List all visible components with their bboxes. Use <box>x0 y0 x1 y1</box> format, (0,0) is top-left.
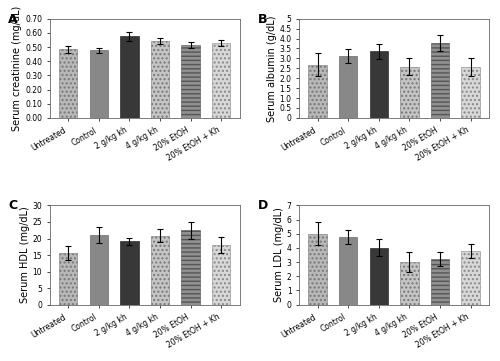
Bar <box>59 253 78 305</box>
Bar <box>182 45 200 118</box>
Bar <box>400 262 418 305</box>
Text: C: C <box>8 200 17 213</box>
Bar <box>339 236 357 305</box>
Bar <box>90 235 108 305</box>
Bar <box>212 43 231 118</box>
Text: D: D <box>258 200 268 213</box>
Bar <box>339 56 357 118</box>
Bar <box>430 259 449 305</box>
Bar <box>120 36 139 118</box>
Y-axis label: Serum LDL (mg/dL): Serum LDL (mg/dL) <box>274 208 284 303</box>
Bar <box>120 242 139 305</box>
Text: A: A <box>8 13 18 26</box>
Bar <box>212 245 231 305</box>
Bar <box>151 41 169 118</box>
Bar <box>308 234 326 305</box>
Bar <box>370 51 388 118</box>
Bar <box>151 236 169 305</box>
Bar <box>59 49 78 118</box>
Bar <box>462 67 479 118</box>
Y-axis label: Serum HDL (mg/dL): Serum HDL (mg/dL) <box>20 206 30 303</box>
Bar <box>370 248 388 305</box>
Bar <box>182 230 200 305</box>
Text: B: B <box>258 13 267 26</box>
Y-axis label: Serum albumin (g/dL): Serum albumin (g/dL) <box>266 15 276 122</box>
Y-axis label: Serum creatinine (mg/dL): Serum creatinine (mg/dL) <box>12 6 22 131</box>
Bar <box>308 65 326 118</box>
Bar <box>462 251 479 305</box>
Bar <box>400 67 418 118</box>
Bar <box>90 50 108 118</box>
Bar <box>430 43 449 118</box>
